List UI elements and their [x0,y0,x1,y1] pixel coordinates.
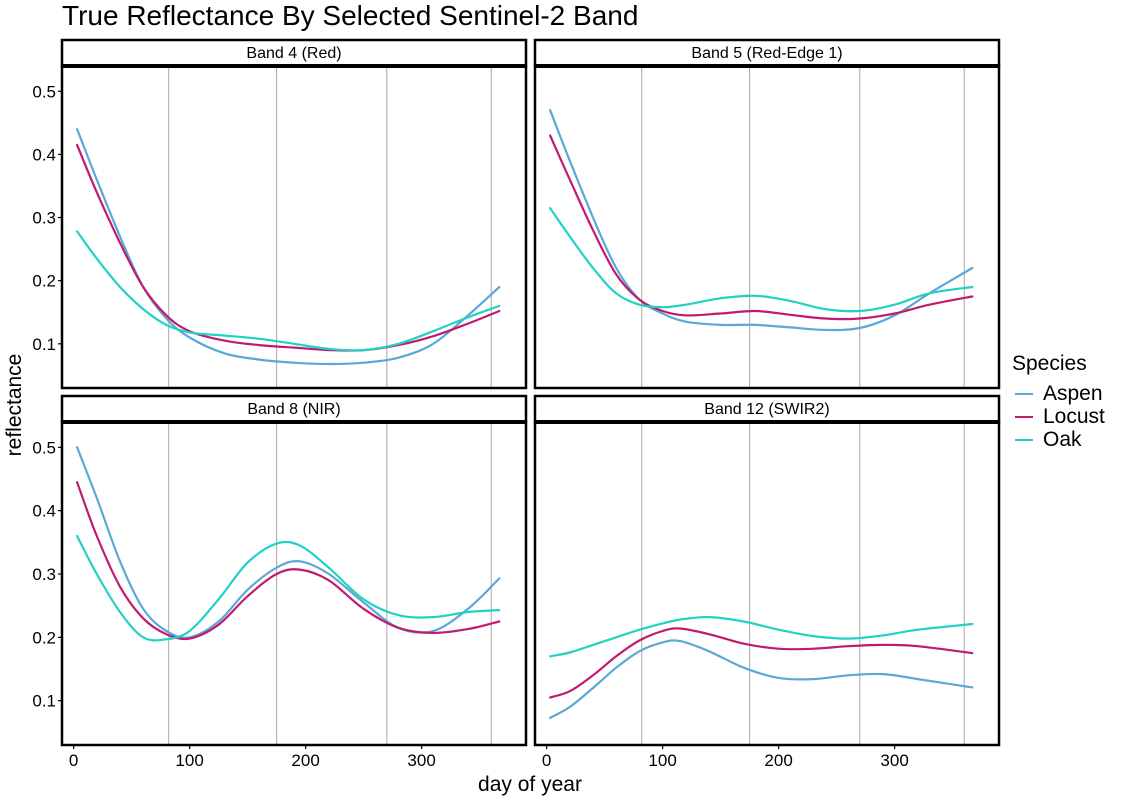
series-line-aspen-band-12-swir2 [549,639,974,719]
y-tick-label: 0.3 [32,565,56,584]
y-tick-label: 0.2 [32,628,56,647]
series-line-oak-band-5-red-edge-1 [549,207,974,313]
y-tick-label: 0.4 [32,502,56,521]
legend: Species Aspen Locust Oak [1012,352,1105,451]
legend-item-locust: Locust [1012,405,1105,428]
legend-title: Species [1012,352,1087,375]
panel-band-8-nir: Band 8 (NIR) 0.1 0.2 0.3 0.4 0.5 0 100 200 300 [32,394,528,770]
legend-key-oak [1015,438,1033,441]
legend-label-locust: Locust [1043,404,1105,428]
series-line-aspen-band-5-red-edge-1 [549,109,974,332]
strip-label-band-12-swir2: Band 12 (SWIR2) [704,401,829,418]
x-tick-label: 0 [542,751,551,770]
legend-key-aspen [1015,392,1033,395]
panel-band-12-swir2: Band 12 (SWIR2) 0 100 200 300 [533,394,1001,770]
panels-layer: Band 4 (Red) 0.1 0.2 0.3 0.4 0.5 Band 5 (Red-E… [32,38,1001,770]
strip-box-band-8-nir [60,394,528,424]
x-tick-label: 0 [69,751,78,770]
y-tick-label: 0.3 [32,209,56,228]
panel-band-4-red: Band 4 (Red) 0.1 0.2 0.3 0.4 0.5 [32,38,528,390]
series-line-oak-band-12-swir2 [549,615,974,658]
y-tick-label: 0.1 [32,335,56,354]
series-line-locust-band-12-swir2 [549,627,974,699]
strip-label-band-4-red: Band 4 (Red) [246,45,341,62]
chart-title: True Reflectance By Selected Sentinel-2 … [62,0,639,31]
y-tick-label: 0.1 [32,692,56,711]
strip-box-band-4-red [60,38,528,68]
x-tick-label: 100 [648,751,676,770]
legend-item-aspen: Aspen [1012,382,1105,405]
panel-border-band-5-red-edge-1 [533,64,1001,390]
series-line-locust-band-5-red-edge-1 [549,134,974,321]
y-tick-label: 0.5 [32,438,56,457]
series-line-aspen-band-4-red [76,128,501,366]
series-line-oak-band-8-nir [76,534,501,642]
panel-border-band-12-swir2 [533,420,1001,747]
y-tick-label: 0.2 [32,272,56,291]
y-tick-label: 0.5 [32,82,56,101]
series-line-locust-band-8-nir [76,481,501,641]
y-axis-title: reflectance [3,354,26,457]
y-tick-label: 0.4 [32,145,56,164]
x-tick-label: 300 [407,751,435,770]
panel-border-band-8-nir [60,420,528,747]
strip-label-band-5-red-edge-1: Band 5 (Red-Edge 1) [691,45,842,62]
series-line-locust-band-4-red [76,143,501,352]
legend-label-aspen: Aspen [1043,381,1103,405]
x-tick-label: 200 [291,751,319,770]
panel-border-band-4-red [60,64,528,390]
legend-label-oak: Oak [1043,427,1082,451]
x-tick-label: 200 [764,751,792,770]
x-axis-title: day of year [478,773,582,796]
x-tick-label: 100 [175,751,203,770]
legend-key-locust [1015,415,1033,418]
panel-band-5-red-edge-1: Band 5 (Red-Edge 1) [533,38,1001,390]
x-tick-label: 300 [880,751,908,770]
legend-item-oak: Oak [1012,428,1105,451]
strip-label-band-8-nir: Band 8 (NIR) [247,401,340,418]
series-line-oak-band-4-red [76,230,501,352]
